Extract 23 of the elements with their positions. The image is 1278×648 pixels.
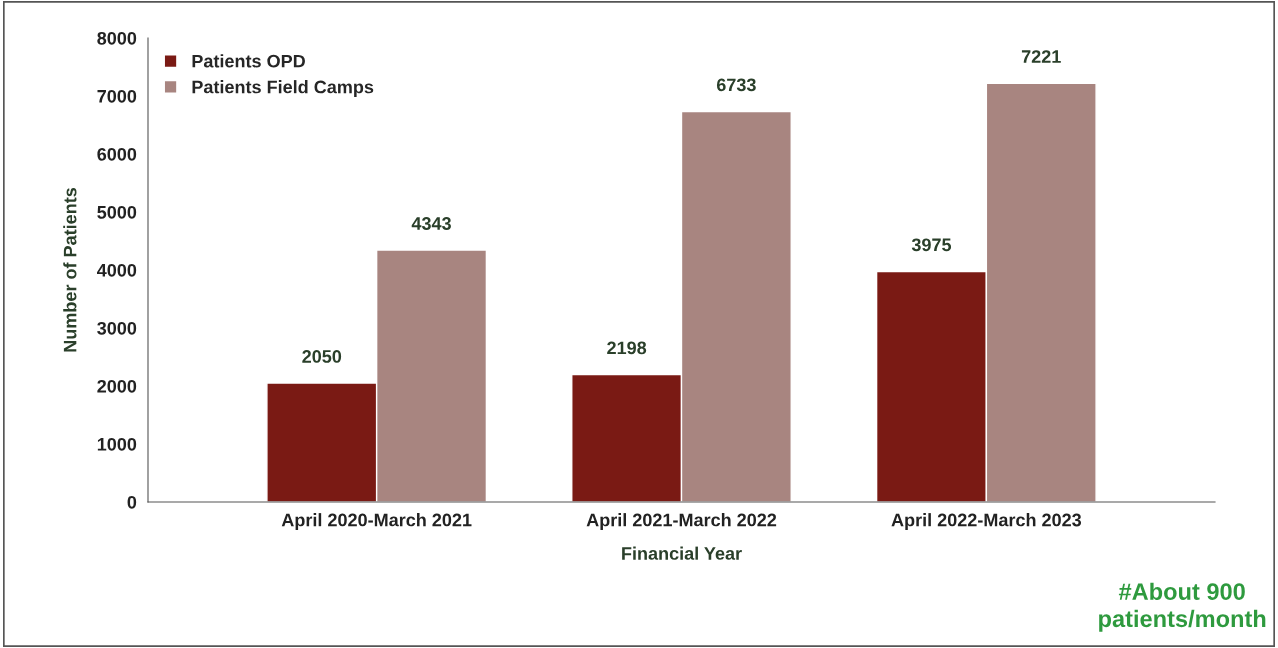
- y-tick-label: 7000: [97, 89, 137, 103]
- x-axis-title: Financial Year: [622, 546, 742, 560]
- x-tick-label: April 2022-March 2023: [891, 513, 1082, 530]
- y-tick-label: 3000: [97, 321, 137, 335]
- text: #About 900 patients/month: [1099, 582, 1266, 632]
- y-tick-label: 6000: [97, 147, 137, 161]
- data-label: 2050: [302, 350, 342, 363]
- data-label: 7221: [1021, 50, 1061, 63]
- data-label: 3975: [911, 238, 952, 252]
- y-tick-label: 1000: [97, 437, 137, 451]
- y-axis-title: Number of Patients: [63, 187, 77, 352]
- x-tick-label: April 2021-March 2022: [586, 513, 777, 530]
- data-label: 4343: [411, 217, 451, 230]
- data-label: 6733: [716, 78, 756, 92]
- x-tick-label: April 2020-March 2021: [281, 513, 472, 530]
- y-tick-label: 5000: [97, 205, 137, 219]
- y-tick-label: 0: [127, 495, 137, 509]
- data-label: 2198: [607, 341, 647, 355]
- legend-label: Patients Field Camps: [192, 80, 374, 97]
- legend-label: Patients OPD: [192, 54, 305, 68]
- y-tick-label: 4000: [97, 263, 137, 277]
- y-tick-label: 8000: [97, 31, 137, 45]
- y-tick-label: 2000: [97, 379, 137, 393]
